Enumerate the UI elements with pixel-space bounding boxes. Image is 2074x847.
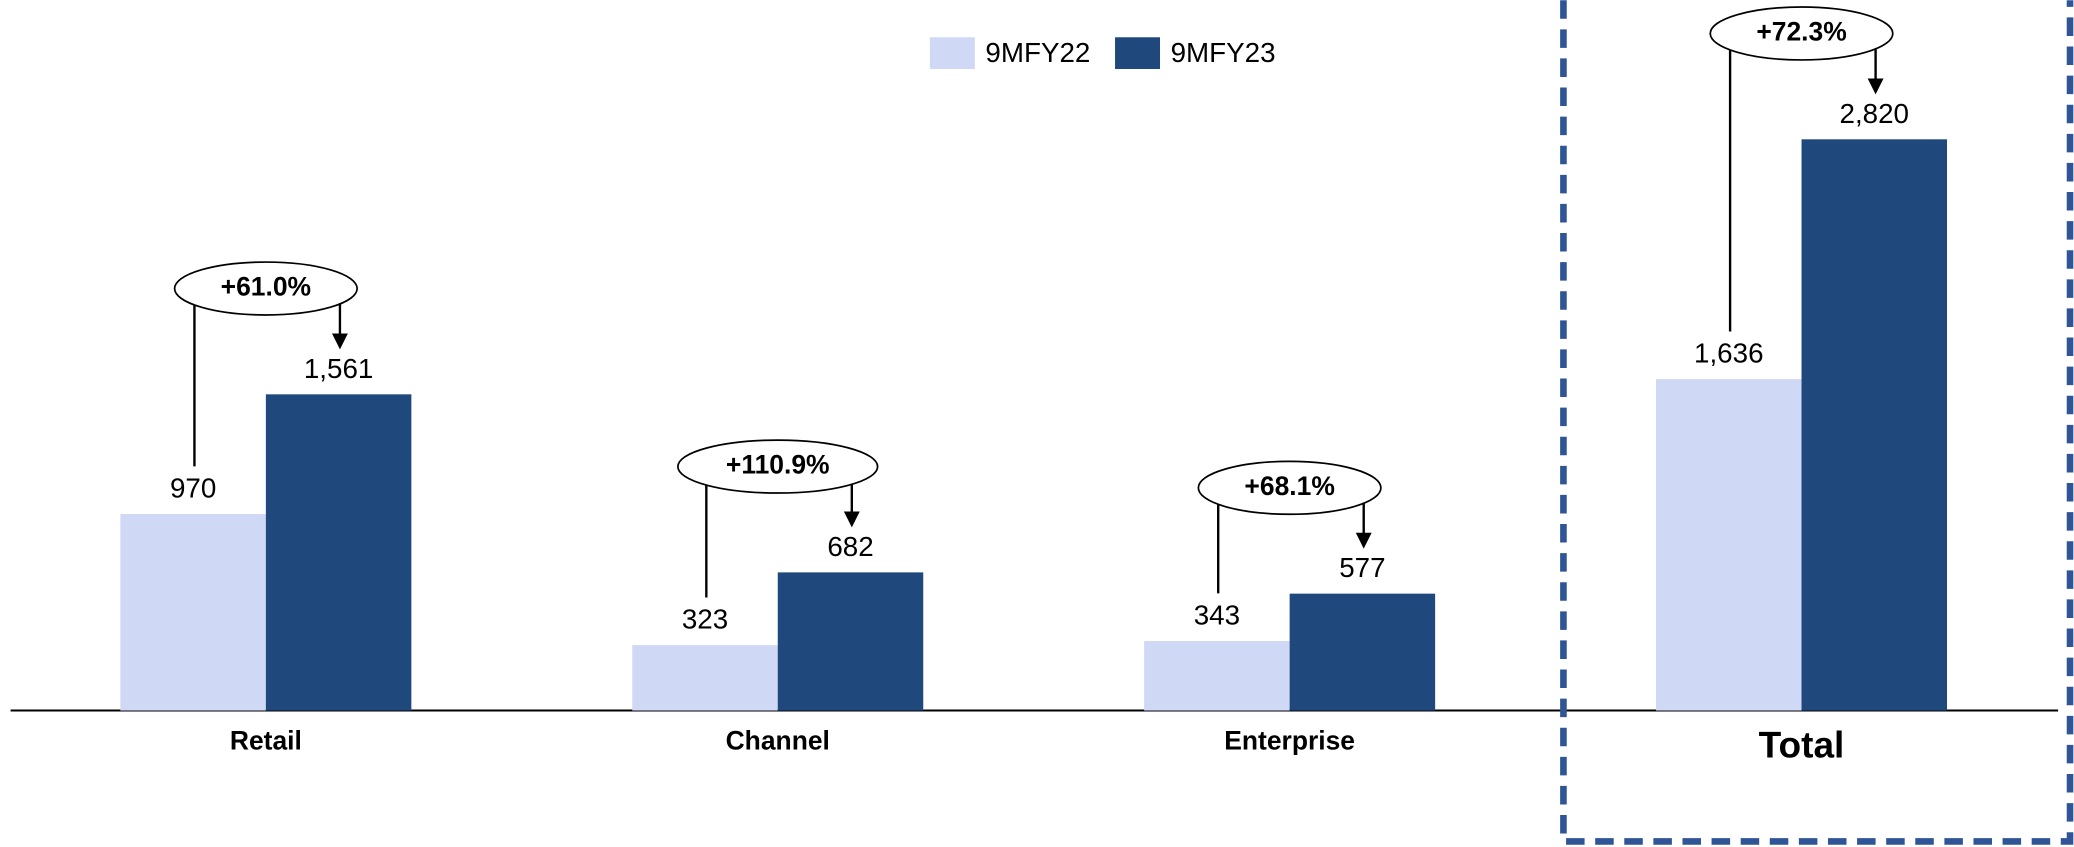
growth-bubble	[677, 439, 879, 494]
bar	[1801, 139, 1948, 711]
growth-arrowhead	[843, 511, 860, 528]
value-label: 682	[827, 531, 873, 562]
value-label: 323	[682, 604, 728, 635]
bar	[1289, 593, 1436, 711]
legend-label: 9MFY23	[1171, 37, 1276, 68]
value-label: 2,820	[1840, 98, 1909, 129]
x-tick-label: Total	[1759, 723, 1845, 765]
bar	[632, 645, 778, 711]
bar	[777, 572, 924, 711]
value-label: 970	[170, 473, 216, 504]
legend-label: 9MFY22	[985, 37, 1090, 68]
x-tick-label: Channel	[726, 725, 830, 755]
value-label: 1,561	[304, 353, 373, 384]
total-box	[1560, 0, 2074, 845]
growth-bubble	[173, 261, 358, 316]
value-label: 577	[1339, 552, 1385, 583]
x-tick-label: Retail	[230, 725, 302, 755]
growth-label: +61.0%	[221, 271, 311, 301]
value-label: 1,636	[1694, 338, 1763, 369]
growth-bubble	[1197, 460, 1382, 516]
growth-arrowhead	[331, 333, 348, 350]
bar	[1656, 379, 1802, 711]
bar	[265, 394, 412, 711]
growth-label: +110.9%	[726, 450, 830, 480]
growth-label: +72.3%	[1756, 16, 1846, 46]
x-tick-label: Enterprise	[1224, 725, 1355, 755]
growth-bubble	[1709, 6, 1894, 61]
bar	[120, 514, 266, 711]
growth-label: +68.1%	[1244, 471, 1334, 501]
bar	[1144, 641, 1290, 711]
legend-swatch	[929, 37, 975, 70]
value-label: 343	[1194, 600, 1240, 631]
growth-arrowhead	[1355, 532, 1372, 549]
legend-swatch	[1115, 37, 1161, 70]
growth-arrowhead	[1867, 78, 1884, 95]
